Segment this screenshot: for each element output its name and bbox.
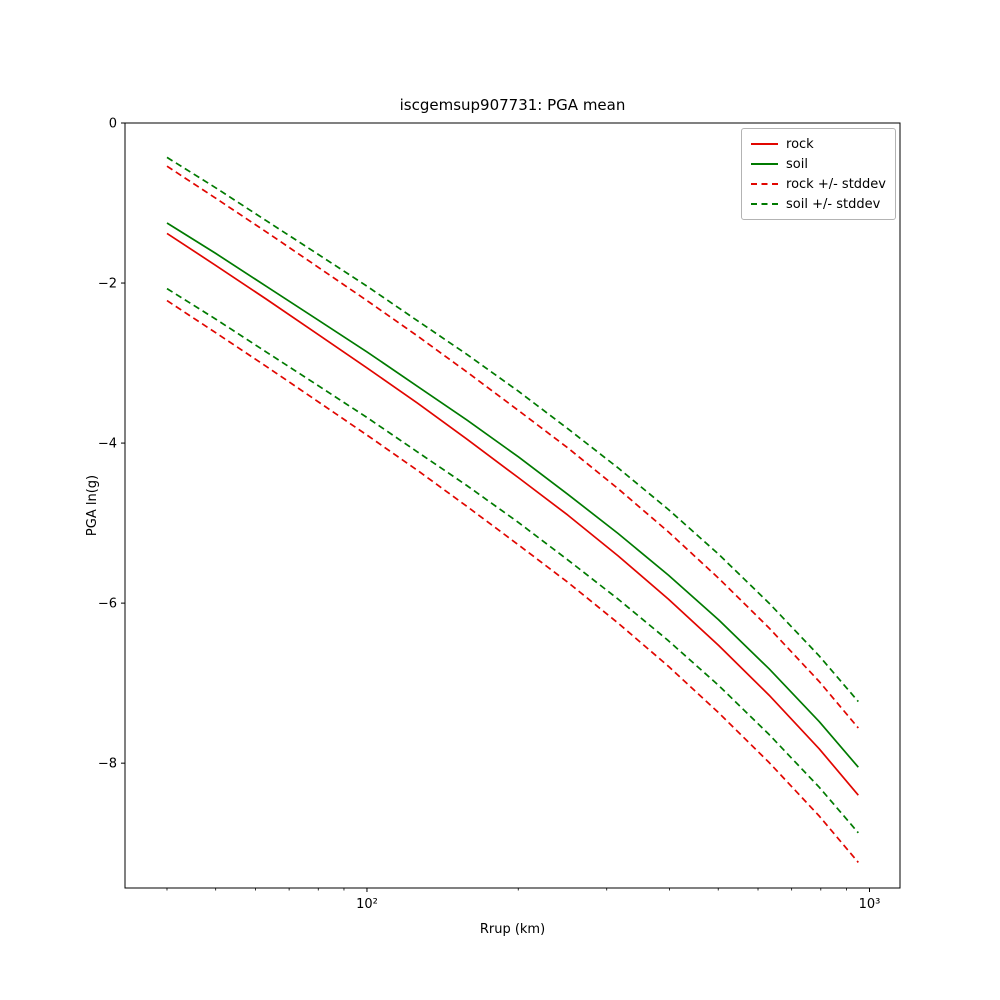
legend: rock soil rock +/- stddev soil +/- stddev xyxy=(741,128,896,220)
axes-frame xyxy=(124,122,901,889)
chart-title: iscgemsup907731: PGA mean xyxy=(399,96,626,114)
curve-rock-plus-stddev xyxy=(166,165,859,729)
x-tick-label: 10³ xyxy=(859,897,881,912)
legend-line-sample xyxy=(751,143,779,145)
legend-label: soil xyxy=(786,156,808,172)
legend-item: rock +/- stddev xyxy=(751,174,886,194)
legend-line-sample xyxy=(751,183,779,185)
legend-line-sample xyxy=(751,203,779,205)
legend-item: rock xyxy=(751,134,886,154)
curve-soil-mean xyxy=(166,222,859,768)
curve-rock-mean xyxy=(166,232,859,796)
y-tick-label: −4 xyxy=(98,437,117,452)
legend-label: rock +/- stddev xyxy=(786,176,886,192)
x-tick-label: 10² xyxy=(356,897,378,912)
legend-item: soil xyxy=(751,154,886,174)
legend-label: soil +/- stddev xyxy=(786,196,881,212)
legend-line-sample xyxy=(751,163,779,165)
legend-label: rock xyxy=(786,136,814,152)
y-tick-label: −6 xyxy=(98,597,117,612)
x-axis-label: Rrup (km) xyxy=(479,922,546,937)
curve-soil-minus-stddev xyxy=(166,287,859,834)
y-tick-label: −8 xyxy=(98,757,117,772)
y-tick-label: −2 xyxy=(98,277,117,292)
curve-soil-plus-stddev xyxy=(166,156,859,703)
legend-item: soil +/- stddev xyxy=(751,194,886,214)
curve-rock-minus-stddev xyxy=(166,299,859,863)
y-axis-label: PGA ln(g) xyxy=(85,474,100,537)
y-tick-label: 0 xyxy=(109,117,117,132)
